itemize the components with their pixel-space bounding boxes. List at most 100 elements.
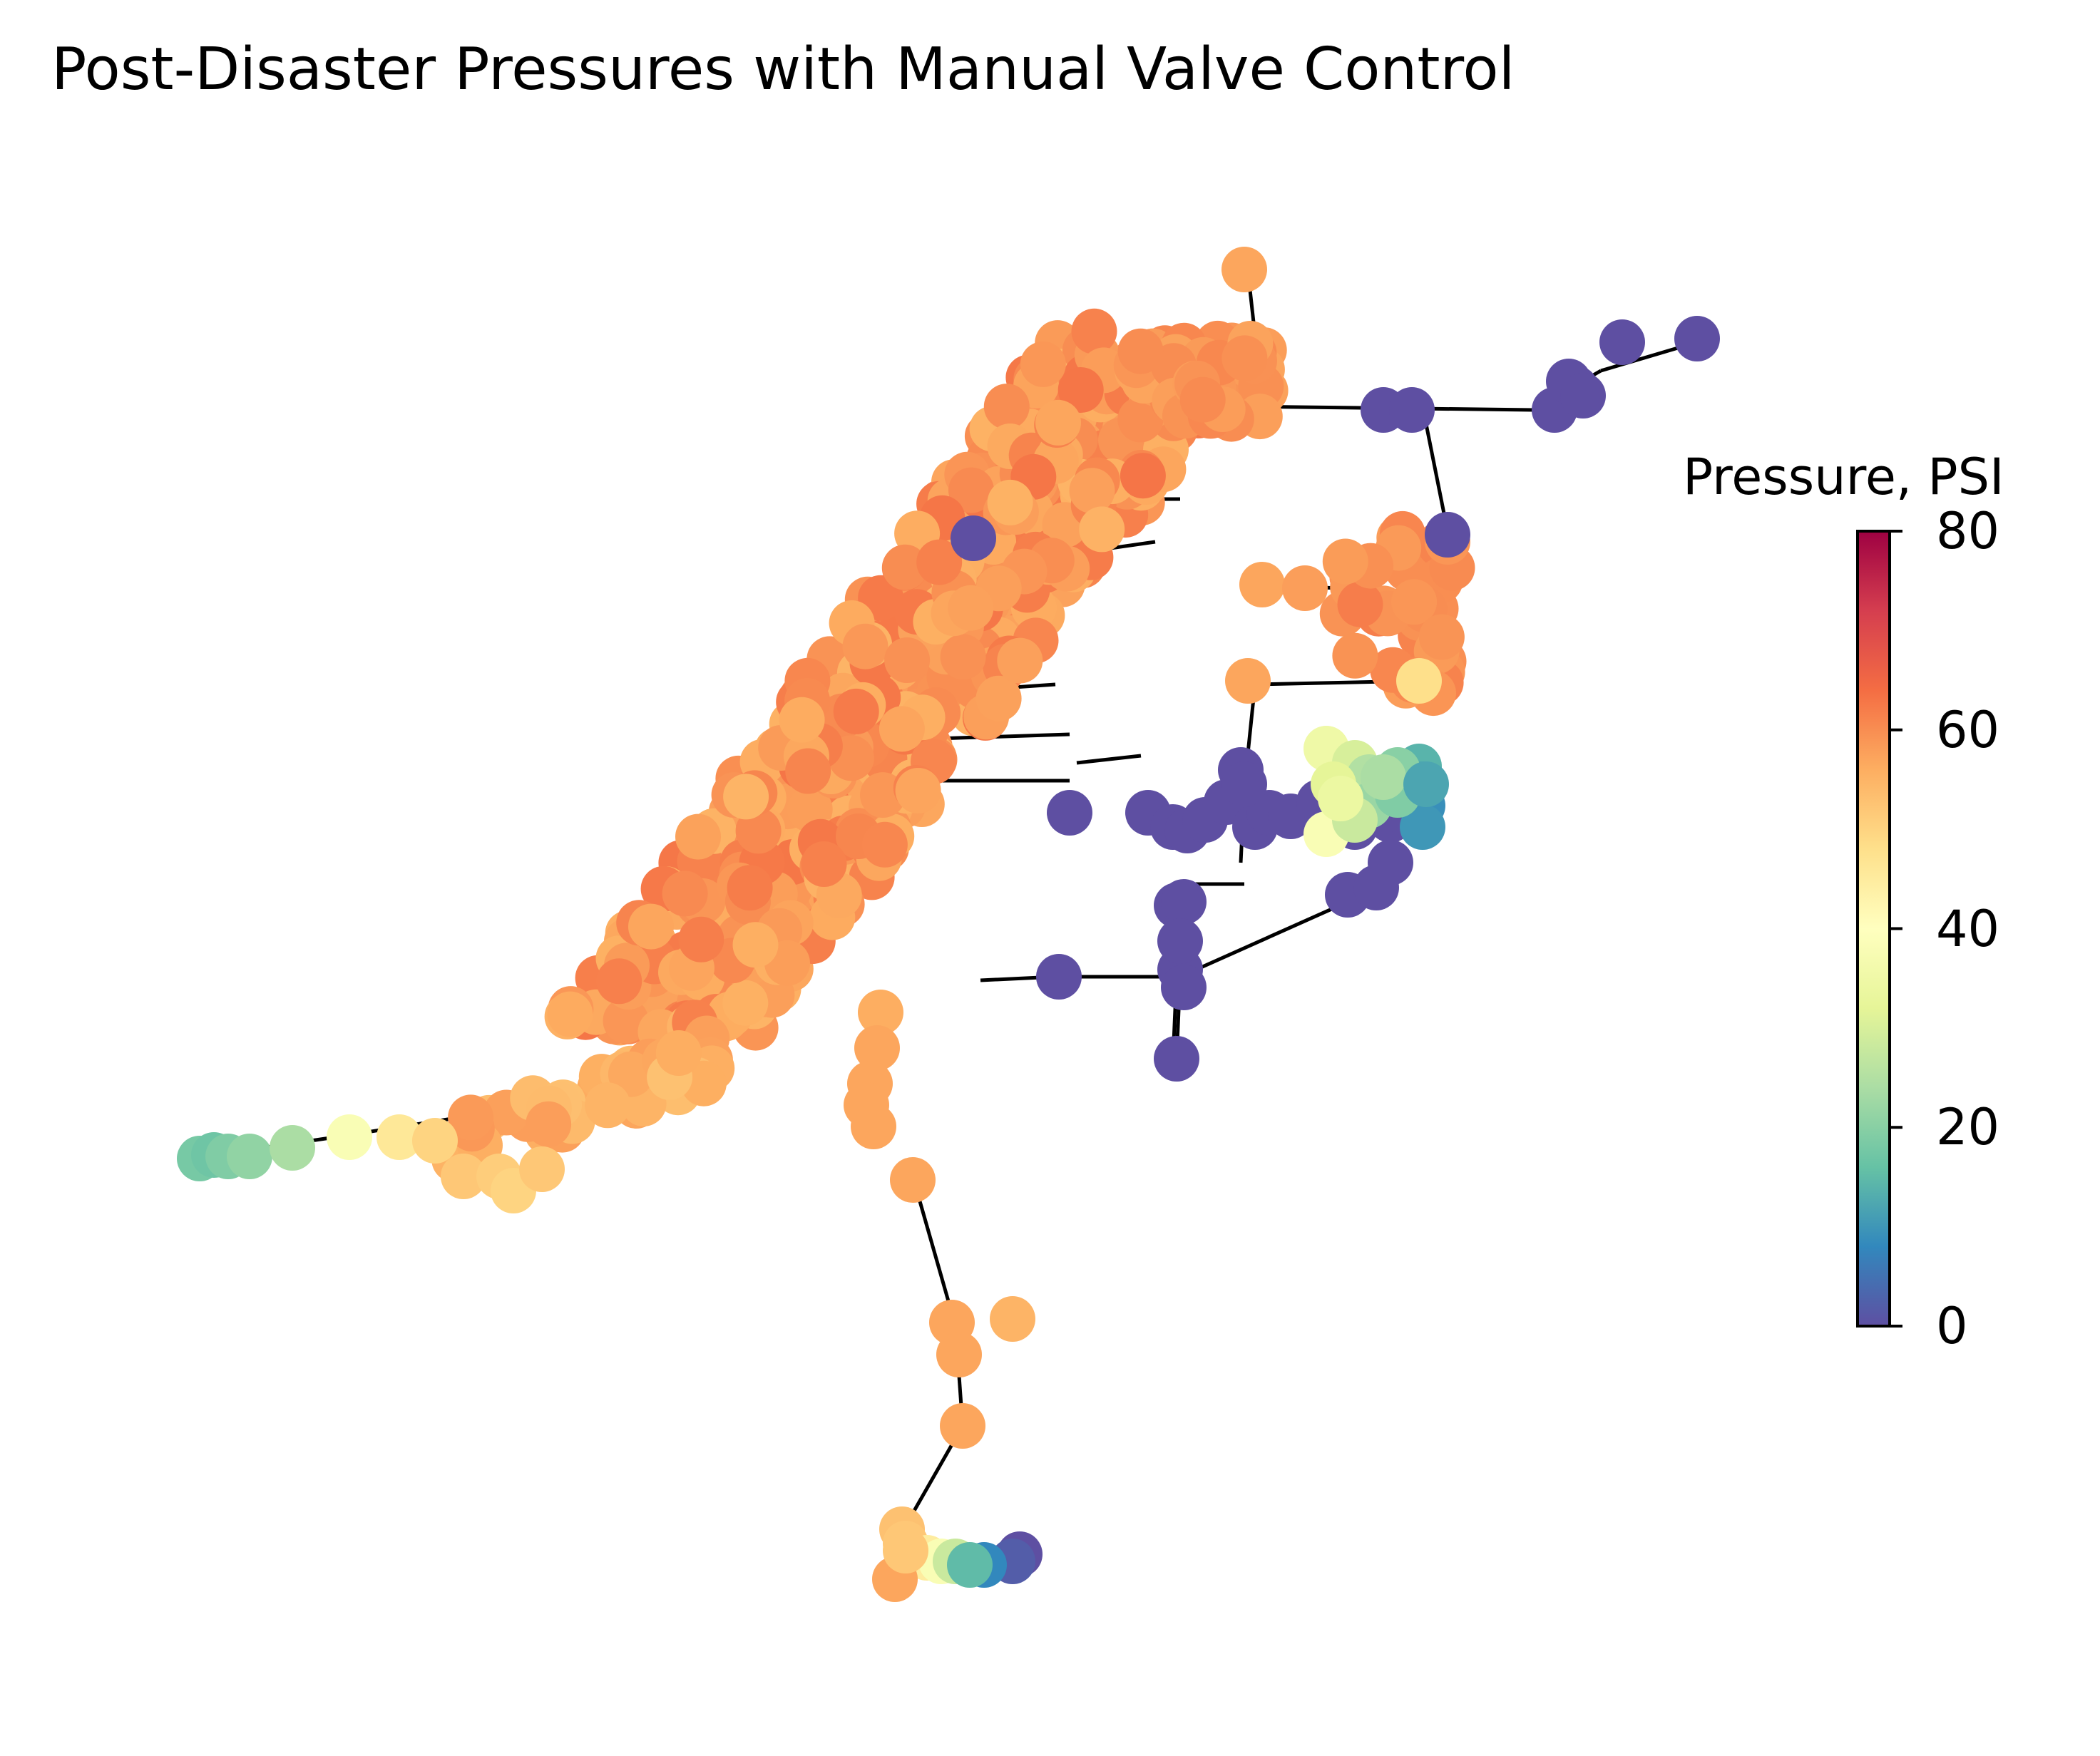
junction-node <box>1120 453 1166 499</box>
junction-node <box>227 1134 272 1179</box>
junction-node <box>412 1118 458 1164</box>
junction-node <box>585 1082 631 1129</box>
junction-node <box>890 1157 936 1203</box>
junction-node <box>680 1060 727 1107</box>
junction-node <box>948 585 994 631</box>
junction-node <box>1403 761 1449 807</box>
junction-node <box>1035 399 1081 446</box>
junction-node <box>1179 376 1226 423</box>
junction-node <box>858 990 903 1035</box>
colorbar-tick-label: 80 <box>1936 502 2000 560</box>
junction-node <box>948 467 994 513</box>
junction-node <box>1036 954 1082 1000</box>
junction-node <box>603 997 649 1044</box>
junction-node <box>1047 790 1092 836</box>
junction-node <box>975 675 1022 722</box>
junction-node <box>1161 879 1207 925</box>
pipe-edge <box>1179 900 1349 979</box>
junction-node <box>377 1114 422 1160</box>
pipe-edge <box>1076 754 1142 765</box>
colorbar-tick-label: 0 <box>1936 1297 1968 1355</box>
junction-node <box>1225 658 1271 704</box>
junction-node <box>270 1125 315 1171</box>
junction-node <box>1221 761 1267 807</box>
colorbar-tick-label: 60 <box>1936 700 2000 759</box>
junction-node <box>1079 506 1125 553</box>
junction-node <box>1560 373 1606 419</box>
junction-node <box>1282 565 1328 611</box>
junction-node <box>1318 776 1363 821</box>
junction-node <box>1154 1036 1199 1082</box>
colorbar-label: Pressure, PSI <box>1683 448 2004 506</box>
junction-node <box>727 865 773 911</box>
junction-node <box>1332 632 1378 679</box>
junction-node <box>1337 581 1383 627</box>
junction-node <box>1057 367 1104 413</box>
junction-node <box>1161 965 1207 1010</box>
junction-node <box>1069 468 1115 514</box>
junction-node <box>854 1025 900 1071</box>
junction-node <box>722 980 769 1026</box>
junction-node <box>1221 247 1267 292</box>
junction-node <box>628 903 674 950</box>
junction-node <box>851 1104 896 1149</box>
junction-node <box>1389 387 1435 433</box>
junction-node <box>1361 754 1406 800</box>
junction-node <box>1400 804 1445 850</box>
colorbar-tick-label: 20 <box>1936 1098 2000 1157</box>
colorbar-gradient <box>1856 530 1891 1328</box>
junction-node <box>779 697 825 743</box>
junction-node <box>735 808 782 854</box>
junction-node <box>936 1332 982 1377</box>
junction-node <box>879 706 925 752</box>
junction-node <box>861 821 908 868</box>
junction-node <box>1157 918 1203 964</box>
junction-node <box>1674 316 1720 361</box>
junction-node <box>801 841 847 887</box>
junction-node <box>327 1114 372 1160</box>
junction-node <box>882 544 928 590</box>
junction-node <box>833 688 879 734</box>
junction-node <box>940 634 986 680</box>
junction-node <box>785 748 831 794</box>
junction-node <box>1391 579 1438 625</box>
junction-node <box>884 637 931 683</box>
junction-node <box>983 384 1030 430</box>
junction-node <box>678 916 724 962</box>
junction-node <box>940 1403 985 1449</box>
junction-node <box>1418 614 1465 660</box>
junction-node <box>883 1528 928 1573</box>
junction-node <box>951 515 996 561</box>
junction-node <box>1239 562 1285 607</box>
junction-node <box>655 1030 702 1076</box>
junction-node <box>1071 308 1117 354</box>
chart-title: Post-Disaster Pressures with Manual Valv… <box>51 36 1515 103</box>
junction-node <box>990 1296 1035 1342</box>
colorbar-tick-label: 40 <box>1936 899 2000 958</box>
junction-node <box>1221 335 1268 381</box>
junction-node <box>1599 319 1645 365</box>
junction-nodes <box>177 247 1720 1602</box>
junction-node <box>448 1094 494 1141</box>
junction-node <box>596 958 642 1005</box>
junction-node <box>1396 658 1442 704</box>
junction-node <box>519 1146 565 1192</box>
junction-node <box>947 1542 993 1588</box>
junction-node <box>662 871 708 917</box>
junction-node <box>916 539 963 585</box>
junction-node <box>441 1154 486 1199</box>
junction-node <box>1117 328 1164 374</box>
junction-node <box>842 623 888 669</box>
junction-node <box>997 637 1043 684</box>
junction-node <box>895 768 941 813</box>
junction-node <box>1322 538 1368 585</box>
junction-node <box>723 774 769 820</box>
junction-node <box>1368 840 1413 885</box>
junction-node <box>987 479 1033 525</box>
junction-node <box>1020 341 1066 387</box>
junction-node <box>732 922 779 968</box>
junction-node <box>547 991 593 1037</box>
junction-node <box>1425 512 1470 558</box>
junction-node <box>526 1101 572 1147</box>
